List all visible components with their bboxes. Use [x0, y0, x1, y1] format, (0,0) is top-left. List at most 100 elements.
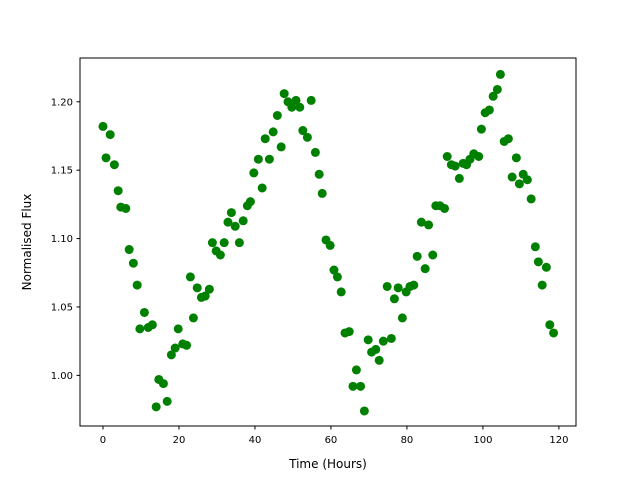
data-point: [272, 110, 282, 120]
data-point: [162, 396, 172, 406]
data-point: [185, 272, 195, 282]
data-point: [295, 102, 305, 112]
data-point: [173, 324, 183, 334]
data-point: [113, 186, 123, 196]
data-point: [98, 121, 108, 131]
data-point: [397, 313, 407, 323]
data-point: [420, 264, 430, 274]
x-axis-ticks: 0 20 40 60 80 100 120: [100, 426, 568, 446]
data-point: [158, 379, 168, 389]
data-point: [109, 160, 119, 170]
data-point: [442, 151, 452, 161]
data-point: [503, 134, 513, 144]
data-point: [507, 172, 517, 182]
data-point: [182, 340, 192, 350]
data-point: [336, 287, 346, 297]
data-point: [378, 336, 388, 346]
data-point: [276, 142, 286, 152]
data-point: [325, 240, 335, 250]
data-point: [139, 307, 149, 317]
data-point: [549, 328, 559, 338]
data-point: [192, 283, 202, 293]
y-axis-label: Normalised Flux: [20, 194, 34, 291]
data-point: [245, 197, 255, 207]
data-point: [428, 250, 438, 260]
data-point: [476, 124, 486, 134]
data-point: [230, 221, 240, 231]
data-point: [537, 280, 547, 290]
data-point: [533, 257, 543, 267]
data-point: [264, 154, 274, 164]
x-tick-label: 0: [100, 435, 106, 446]
data-point: [514, 179, 524, 189]
x-tick-label: 40: [249, 435, 262, 446]
data-point: [530, 242, 540, 252]
data-point: [356, 381, 366, 391]
data-point: [105, 130, 115, 140]
data-point: [135, 324, 145, 334]
data-point: [450, 161, 460, 171]
data-point: [200, 291, 210, 301]
data-point: [416, 217, 426, 227]
data-point: [359, 406, 369, 416]
data-point: [128, 258, 138, 268]
data-point: [484, 105, 494, 115]
data-point: [474, 151, 484, 161]
data-point: [545, 320, 555, 330]
data-point: [412, 251, 422, 261]
y-axis-ticks: 1.00 1.05 1.10 1.15 1.20: [51, 97, 80, 382]
y-tick-label: 1.10: [51, 234, 73, 245]
data-point: [207, 238, 217, 248]
data-point: [317, 188, 327, 198]
data-point: [409, 280, 419, 290]
data-point: [302, 132, 312, 142]
x-tick-label: 120: [549, 435, 568, 446]
data-point: [440, 203, 450, 213]
data-point: [249, 168, 259, 178]
data-point: [204, 284, 214, 294]
data-point: [371, 344, 381, 354]
data-point: [219, 238, 229, 248]
y-tick-label: 1.05: [51, 302, 73, 313]
data-point: [260, 134, 270, 144]
data-point: [291, 95, 301, 105]
data-point: [344, 327, 354, 337]
data-point: [151, 402, 161, 412]
data-point: [382, 281, 392, 291]
data-point: [101, 153, 111, 163]
data-point: [386, 333, 396, 343]
data-point: [234, 238, 244, 248]
x-axis-label: Time (Hours): [288, 457, 367, 471]
y-tick-label: 1.20: [51, 97, 73, 108]
data-point: [374, 355, 384, 365]
data-point: [268, 127, 278, 137]
y-tick-label: 1.15: [51, 166, 73, 177]
data-point: [332, 272, 342, 282]
data-point: [526, 194, 536, 204]
data-point: [188, 313, 198, 323]
data-point: [329, 265, 339, 275]
data-point: [314, 169, 324, 179]
data-point: [238, 216, 248, 226]
data-point: [522, 175, 532, 185]
data-point: [389, 294, 399, 304]
data-point: [223, 217, 233, 227]
axes-frame: [79, 57, 577, 427]
data-point: [393, 283, 403, 293]
data-point: [287, 102, 297, 112]
data-point: [363, 335, 373, 345]
data-point: [306, 95, 316, 105]
data-point: [351, 365, 361, 375]
data-point: [511, 153, 521, 163]
data-point: [424, 220, 434, 230]
data-point: [310, 147, 320, 157]
data-point: [488, 91, 498, 101]
data-point: [121, 203, 131, 213]
data-point: [495, 69, 505, 79]
data-point: [348, 381, 358, 391]
data-point: [124, 245, 134, 255]
data-point: [257, 183, 267, 193]
data-point: [226, 208, 236, 218]
data-point: [253, 154, 263, 164]
